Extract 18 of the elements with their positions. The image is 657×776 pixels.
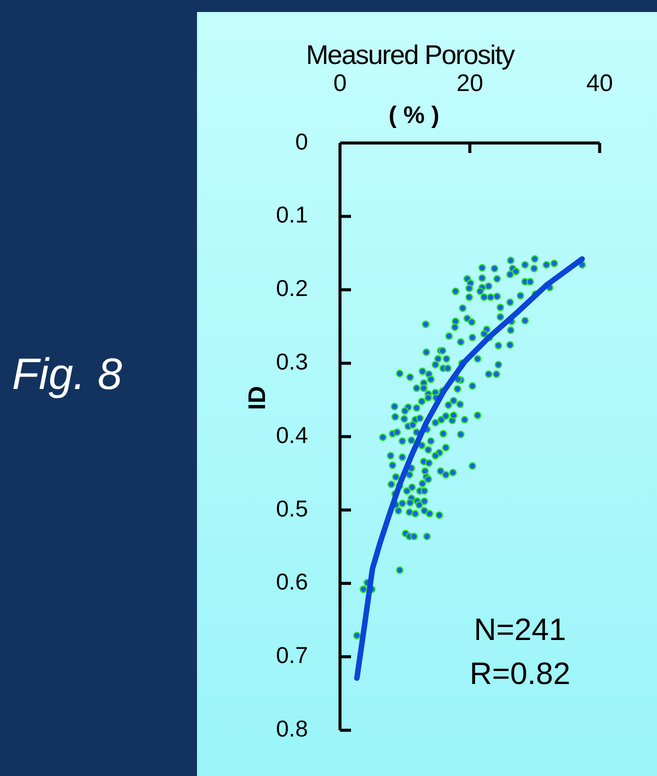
y-tick-label: 0.6	[276, 568, 308, 595]
x-tick-label: 20	[456, 70, 484, 98]
text: Fig. 8	[12, 350, 122, 400]
annotation: N=241	[474, 612, 566, 648]
y-axis-title: ID	[244, 386, 272, 410]
x-axis-title: Measured Porosity	[306, 40, 514, 71]
y-tick-label: 0.2	[276, 275, 308, 302]
x-tick-label: 40	[586, 70, 614, 98]
annotation: R=0.82	[470, 656, 570, 692]
y-tick-label: 0	[295, 128, 308, 154]
y-tick-label: 0.3	[276, 348, 308, 375]
x-tick-label: 0	[333, 70, 347, 98]
y-tick-label: 0.5	[276, 495, 308, 522]
y-tick-label: 0.8	[276, 716, 308, 742]
text: ( % )	[388, 102, 440, 130]
y-tick-label: 0.1	[276, 202, 308, 228]
y-tick-label: 0.4	[276, 422, 308, 448]
y-tick-label: 0.7	[276, 642, 308, 668]
